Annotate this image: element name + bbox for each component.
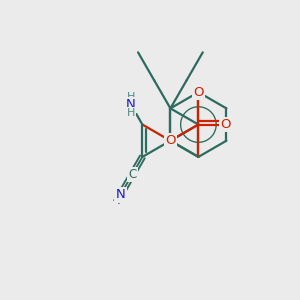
Text: N: N — [126, 98, 136, 111]
Text: H: H — [127, 92, 135, 102]
Text: N: N — [116, 188, 125, 201]
Text: O: O — [220, 118, 231, 131]
Text: H: H — [127, 108, 135, 118]
Text: O: O — [193, 86, 204, 99]
Text: O: O — [165, 134, 176, 147]
Text: C: C — [128, 168, 136, 181]
